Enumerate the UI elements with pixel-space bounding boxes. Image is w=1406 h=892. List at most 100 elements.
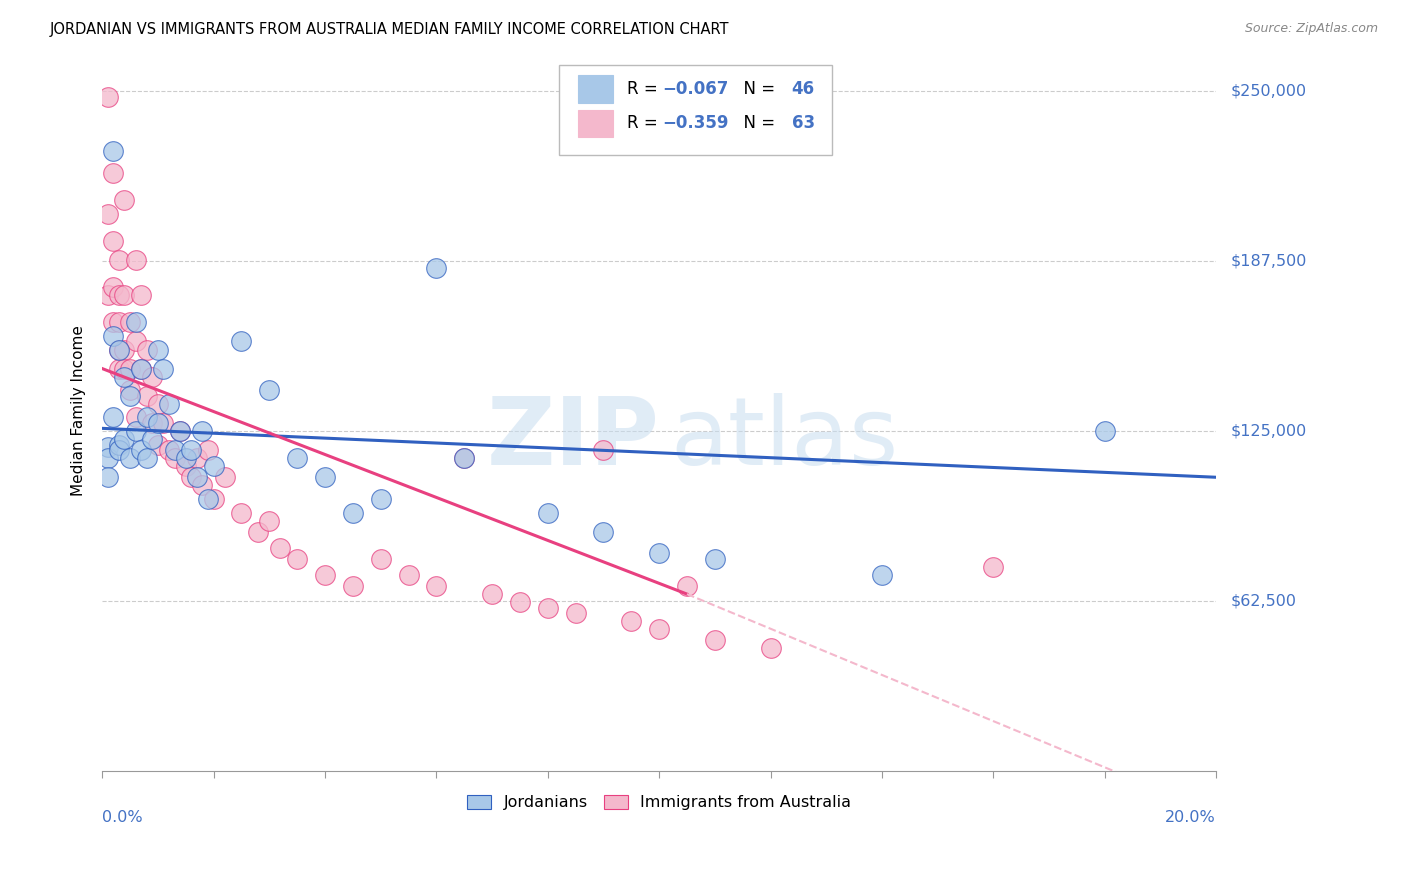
Point xyxy=(285,451,308,466)
Point xyxy=(129,361,152,376)
Text: R =: R = xyxy=(627,114,662,132)
FancyBboxPatch shape xyxy=(560,65,832,155)
Point xyxy=(259,514,281,528)
Text: 63: 63 xyxy=(792,114,815,132)
Point xyxy=(124,315,146,329)
Point xyxy=(135,389,157,403)
Point xyxy=(124,410,146,425)
Point xyxy=(114,432,136,446)
Point xyxy=(231,334,253,349)
Point xyxy=(152,361,174,376)
Point xyxy=(259,384,281,398)
Point xyxy=(620,614,643,628)
Y-axis label: Median Family Income: Median Family Income xyxy=(72,326,86,496)
Point xyxy=(648,623,671,637)
Point xyxy=(108,437,131,451)
Point xyxy=(370,551,392,566)
Point xyxy=(97,207,120,221)
Point xyxy=(169,424,191,438)
Text: $250,000: $250,000 xyxy=(1230,84,1306,99)
Point xyxy=(342,579,364,593)
Point xyxy=(214,470,236,484)
Point xyxy=(186,451,208,466)
Point xyxy=(269,541,291,555)
Point xyxy=(342,506,364,520)
Point xyxy=(97,90,120,104)
Point xyxy=(103,315,125,329)
Point xyxy=(129,288,152,302)
Point xyxy=(202,459,225,474)
Point xyxy=(197,491,219,506)
Point xyxy=(481,587,503,601)
Point xyxy=(537,506,560,520)
Point xyxy=(509,595,531,609)
Text: ZIP: ZIP xyxy=(486,393,659,485)
Point xyxy=(146,343,169,357)
Point xyxy=(870,568,893,582)
Point xyxy=(202,491,225,506)
Point xyxy=(120,451,142,466)
Point xyxy=(135,451,157,466)
Point xyxy=(174,459,197,474)
Text: N =: N = xyxy=(733,80,780,98)
Point xyxy=(676,579,699,593)
Point xyxy=(314,470,336,484)
Point xyxy=(97,288,120,302)
Point xyxy=(157,397,180,411)
Point xyxy=(163,451,186,466)
Point xyxy=(398,568,420,582)
Point xyxy=(592,443,614,458)
Text: atlas: atlas xyxy=(671,393,898,485)
Text: JORDANIAN VS IMMIGRANTS FROM AUSTRALIA MEDIAN FAMILY INCOME CORRELATION CHART: JORDANIAN VS IMMIGRANTS FROM AUSTRALIA M… xyxy=(49,22,728,37)
Text: −0.359: −0.359 xyxy=(662,114,728,132)
Point xyxy=(191,424,214,438)
Point xyxy=(108,343,131,357)
Point xyxy=(103,280,125,294)
Point xyxy=(129,443,152,458)
Point xyxy=(114,361,136,376)
Text: Source: ZipAtlas.com: Source: ZipAtlas.com xyxy=(1244,22,1378,36)
Bar xyxy=(578,110,613,137)
Point xyxy=(114,343,136,357)
Point xyxy=(180,443,202,458)
Point xyxy=(231,506,253,520)
Point xyxy=(169,424,191,438)
Point xyxy=(146,397,169,411)
Text: −0.067: −0.067 xyxy=(662,80,728,98)
Point xyxy=(197,443,219,458)
Point xyxy=(425,579,447,593)
Point xyxy=(97,470,120,484)
Point xyxy=(120,389,142,403)
Point xyxy=(108,252,131,267)
Point xyxy=(103,410,125,425)
Point xyxy=(108,343,131,357)
Point xyxy=(759,641,782,656)
Point xyxy=(537,600,560,615)
Point xyxy=(314,568,336,582)
Point xyxy=(180,470,202,484)
Point xyxy=(114,288,136,302)
Point xyxy=(135,410,157,425)
Point xyxy=(152,416,174,430)
Point xyxy=(981,560,1004,574)
Text: $187,500: $187,500 xyxy=(1230,253,1308,268)
Point xyxy=(108,443,131,458)
Text: 46: 46 xyxy=(792,80,815,98)
Legend: Jordanians, Immigrants from Australia: Jordanians, Immigrants from Australia xyxy=(461,789,858,817)
Point xyxy=(141,416,163,430)
Text: 20.0%: 20.0% xyxy=(1166,810,1216,825)
Text: $62,500: $62,500 xyxy=(1230,593,1296,608)
Point xyxy=(564,606,586,620)
Point xyxy=(425,260,447,275)
Point xyxy=(141,369,163,384)
Point xyxy=(120,315,142,329)
Point xyxy=(97,441,120,455)
Point xyxy=(186,470,208,484)
Point xyxy=(453,451,475,466)
Text: N =: N = xyxy=(733,114,780,132)
Point xyxy=(120,361,142,376)
Point xyxy=(146,437,169,451)
Point xyxy=(103,166,125,180)
Point xyxy=(103,329,125,343)
Text: R =: R = xyxy=(627,80,662,98)
